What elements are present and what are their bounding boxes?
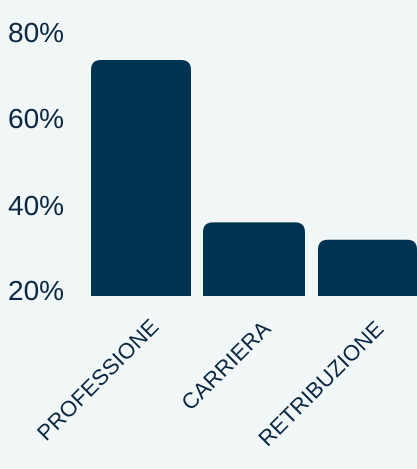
bars-group (91, 60, 417, 296)
y-tick-label: 80% (8, 17, 64, 48)
x-tick-label-retribuzione: RETRIBUZIONE (253, 316, 388, 451)
bar-retribuzione (318, 239, 417, 296)
x-tick-label-carriera: CARRIERA (176, 316, 275, 415)
bar-carriera (203, 222, 305, 296)
y-axis-ticks: 80% 60% 40% 20% (8, 17, 64, 306)
y-tick-label: 20% (8, 275, 64, 306)
x-tick-label-professione: PROFESSIONE (32, 314, 164, 446)
y-tick-label: 60% (8, 103, 64, 134)
y-tick-label: 40% (8, 190, 64, 221)
bar-professione (91, 60, 191, 296)
